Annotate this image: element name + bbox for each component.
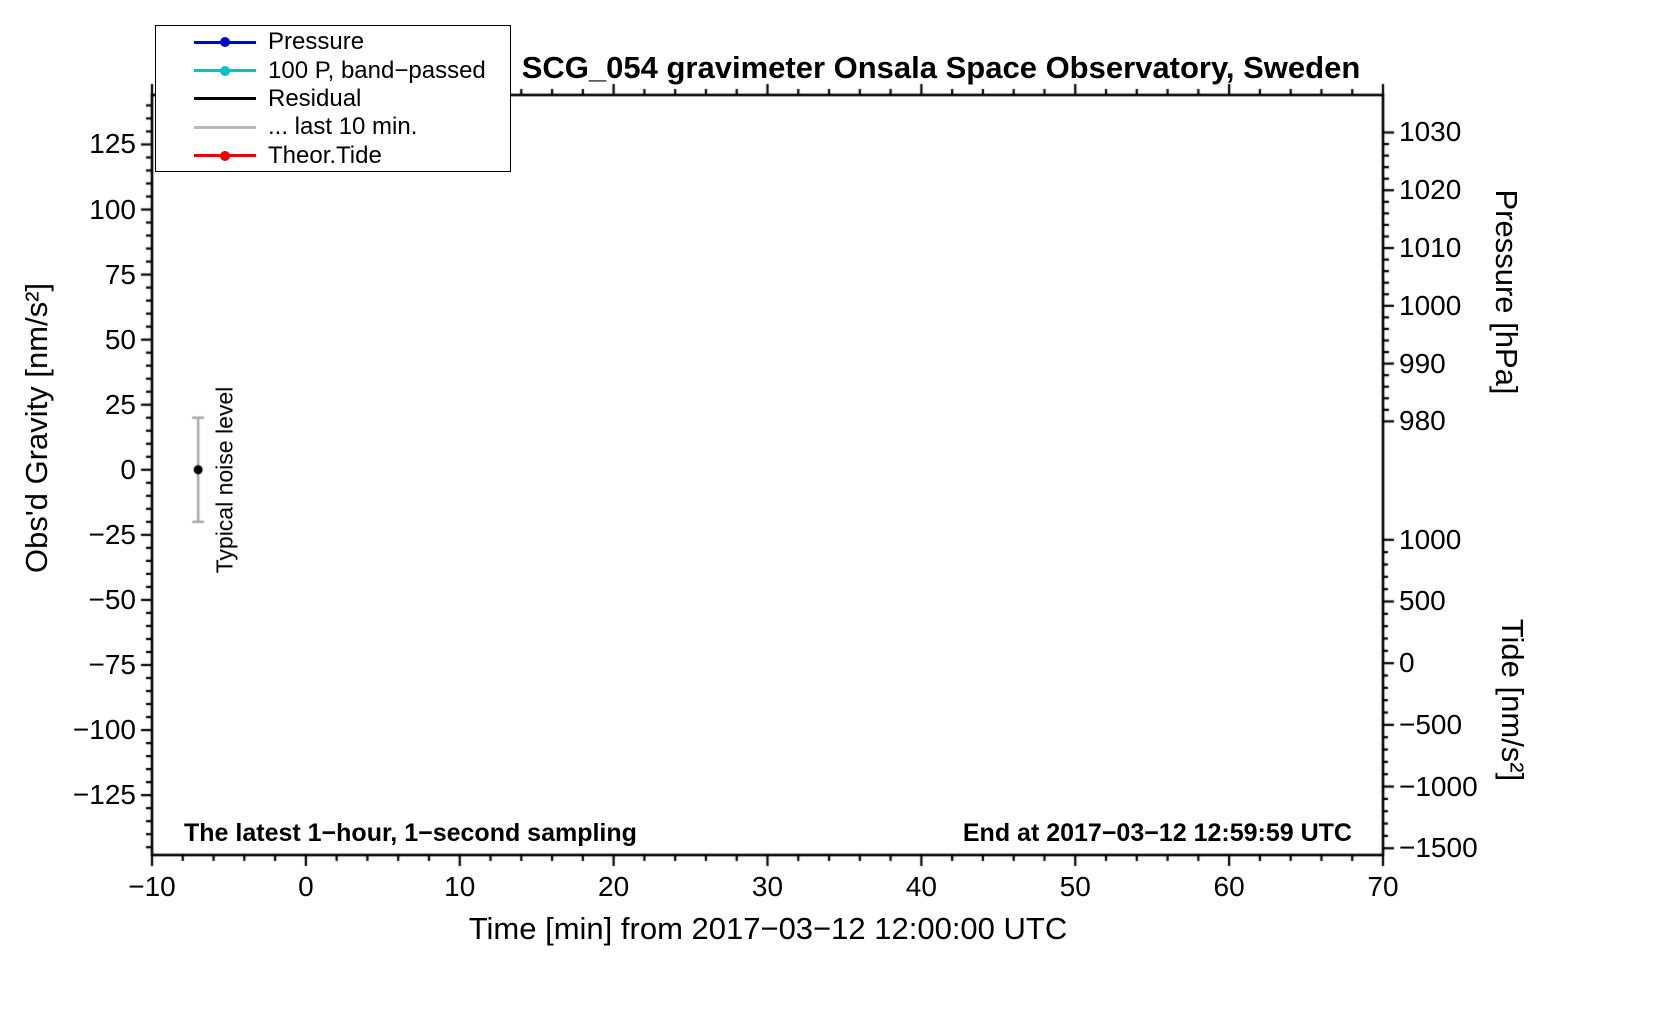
gravity-tick-label: −75 <box>88 649 137 680</box>
pressure-tick-label: 1030 <box>1399 116 1462 148</box>
legend-label: Residual <box>268 84 362 112</box>
legend-swatch <box>194 85 256 113</box>
tide-tick-label: −1500 <box>1399 832 1478 864</box>
legend-swatch <box>194 28 256 56</box>
legend: Pressure 100 P, band−passed Residual... la… <box>155 25 511 172</box>
legend-item: Residual <box>156 85 510 113</box>
legend-item: ... last 10 min. <box>156 113 510 141</box>
legend-item: Pressure <box>156 28 510 56</box>
x-tick-label: 30 <box>751 871 784 902</box>
legend-label: 100 P, band−passed <box>268 56 486 84</box>
gravity-tick-label: −25 <box>88 518 137 550</box>
gravity-tick-label: −100 <box>72 714 136 746</box>
chart-title: SCG_054 gravimeter Onsala Space Observat… <box>521 50 1361 85</box>
tide-tick-label: 0 <box>1399 647 1415 679</box>
gravity-tick-label: 125 <box>89 128 136 160</box>
legend-line <box>194 97 256 101</box>
tide-tick-label: −1000 <box>1399 770 1478 802</box>
noise-level-label: Typical noise level <box>211 386 238 574</box>
pressure-tick-label: 1010 <box>1399 232 1462 264</box>
y-axis-label-pressure: Pressure [hPa] <box>1489 189 1524 395</box>
legend-swatch <box>194 142 256 170</box>
tide-tick-label: 1000 <box>1399 523 1462 555</box>
gravity-tick-label: −125 <box>72 779 136 811</box>
gravity-tick-label: 75 <box>104 258 136 290</box>
x-axis-label: Time [min] from 2017−03−12 12:00:00 UTC <box>468 911 1068 946</box>
x-tick-label: 20 <box>598 871 630 902</box>
gravity-tick-label: 25 <box>104 388 136 420</box>
gravity-tick-label: 50 <box>104 323 136 355</box>
x-tick-label: −10 <box>128 871 176 902</box>
x-tick-label: 40 <box>905 871 937 902</box>
legend-dot-icon <box>220 65 230 76</box>
pressure-tick-label: 990 <box>1399 347 1446 379</box>
legend-label: ... last 10 min. <box>268 113 418 141</box>
annotation-end-time: End at 2017−03−12 12:59:59 UTC <box>962 819 1352 847</box>
legend-dot-icon <box>220 150 230 161</box>
x-tick-label: 50 <box>1059 871 1091 902</box>
x-tick-label: 60 <box>1213 871 1245 902</box>
x-tick-label: 0 <box>298 871 314 902</box>
gravity-tick-label: −50 <box>88 583 137 615</box>
pressure-tick-label: 1020 <box>1399 174 1462 206</box>
legend-label: Theor.Tide <box>268 141 382 169</box>
x-tick-label: 10 <box>444 871 476 902</box>
legend-item: Theor.Tide <box>156 142 510 170</box>
gravity-tick-label: 0 <box>120 453 136 485</box>
y-axis-label-gravity: Obs'd Gravity [nm/s²] <box>19 282 54 574</box>
tide-tick-label: −500 <box>1399 708 1463 740</box>
legend-swatch <box>194 113 256 141</box>
pressure-tick-label: 1000 <box>1399 289 1462 321</box>
legend-item: 100 P, band−passed <box>156 56 510 84</box>
legend-label: Pressure <box>268 28 365 56</box>
x-tick-label: 70 <box>1367 871 1399 902</box>
legend-line <box>194 125 256 129</box>
y-axis-label-tide: Tide [nm/s²] <box>1495 618 1530 782</box>
legend-dot-icon <box>220 37 230 48</box>
legend-swatch <box>194 56 256 84</box>
tide-tick-label: 500 <box>1399 585 1446 617</box>
annotation-sampling-info: The latest 1−hour, 1−second sampling <box>184 819 637 847</box>
gravity-tick-label: 100 <box>89 193 136 225</box>
pressure-tick-label: 980 <box>1399 405 1446 437</box>
